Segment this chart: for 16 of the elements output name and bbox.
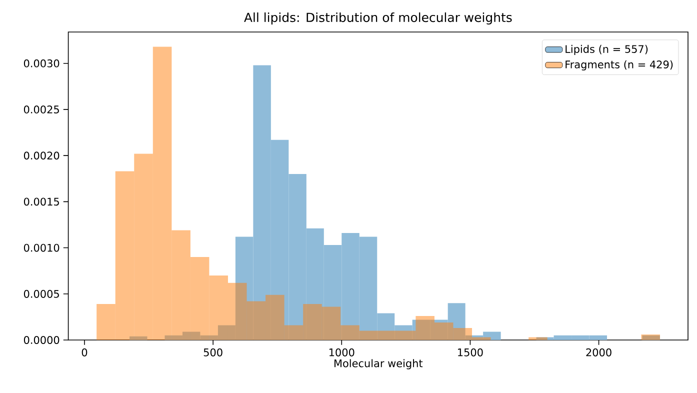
y-tick-label: 0.0000: [24, 336, 60, 344]
y-tick-label: 0.0025: [24, 106, 59, 114]
y-tick-label: 0.0030: [24, 59, 60, 68]
x-tick-label: 2000: [586, 348, 612, 356]
x-tick-label: 0: [82, 348, 88, 356]
legend-label: Lipids (n = 557): [566, 44, 648, 56]
chart-title: All lipids: Distribution of molecular weights: [244, 12, 512, 24]
x-tick-label: 500: [204, 348, 222, 356]
y-tick-label: 0.0015: [24, 198, 59, 206]
y-tick-label: 0.0010: [24, 244, 60, 252]
legend-label: Fragments (n = 429): [566, 60, 673, 70]
y-tick-label: 0.0005: [24, 290, 59, 298]
x-tick-label: 1500: [458, 348, 483, 356]
x-tick-label: 1000: [329, 348, 354, 356]
x-axis-title: Molecular weight: [334, 359, 423, 370]
y-tick-label: 0.0020: [24, 152, 60, 160]
